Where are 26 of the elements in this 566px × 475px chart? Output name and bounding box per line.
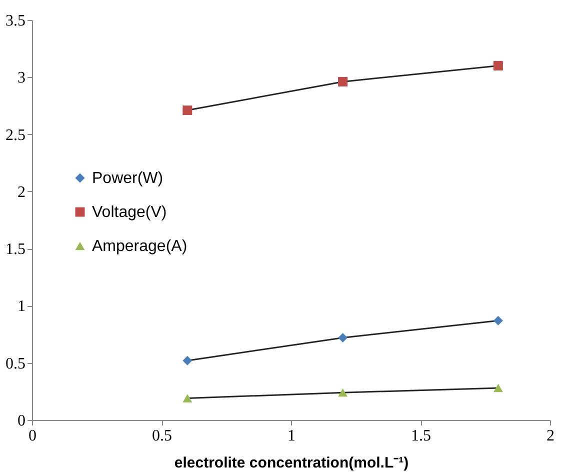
point xyxy=(493,316,503,326)
point xyxy=(182,356,192,366)
point xyxy=(493,384,503,392)
x-tick-label: 0.5 xyxy=(152,428,172,444)
point xyxy=(338,76,348,86)
y-tick-label: 1 xyxy=(18,298,26,316)
x-tick-label: 0 xyxy=(28,428,36,444)
x-tick-label: 1.5 xyxy=(411,428,431,444)
point xyxy=(182,106,192,116)
y-tick-label: 3 xyxy=(18,70,26,87)
x-axis-title: electrolite concentration(mol.L⁻¹) xyxy=(174,454,409,472)
x-tick-label: 1 xyxy=(288,428,296,444)
y-tick-label: 1.5 xyxy=(6,241,26,258)
y-tick-label: 3.5 xyxy=(6,12,26,30)
point xyxy=(338,388,348,397)
legend-label: Voltage(V) xyxy=(92,204,167,221)
point xyxy=(338,332,348,342)
point xyxy=(493,60,503,70)
x-tick-label: 2 xyxy=(546,428,554,444)
y-tick-label: 2 xyxy=(18,184,26,201)
point xyxy=(182,394,192,402)
y-tick-label: 0 xyxy=(18,412,26,430)
y-tick-label: 2.5 xyxy=(6,126,26,144)
y-tick-label: 0.5 xyxy=(6,355,26,372)
legend-label: Power(W) xyxy=(92,170,164,187)
legend-label: Amperage(A) xyxy=(92,238,188,255)
